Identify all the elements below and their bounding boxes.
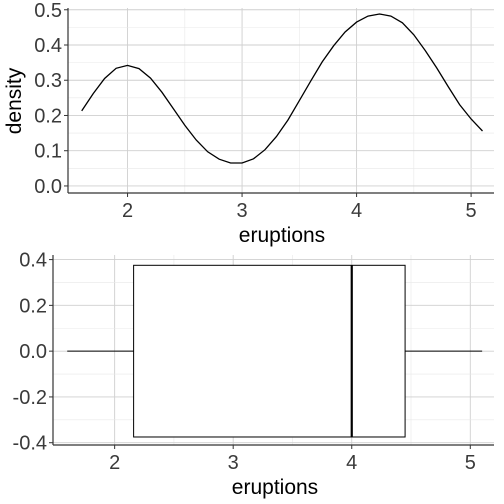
boxplot-x-tick-label: 4	[346, 452, 357, 474]
density-x-tick-label: 4	[351, 200, 362, 222]
density-tick-labels: 2 3 4 5 0.0 0.1 0.2 0.3 0.4 0.5	[34, 0, 476, 222]
boxplot-axes	[49, 255, 494, 449]
boxplot-y-tick-label: 0.2	[19, 295, 47, 317]
boxplot-x-tick-label: 5	[465, 452, 476, 474]
boxplot-y-tick-label: -0.2	[13, 387, 47, 409]
density-y-tick-label: 0.5	[34, 0, 62, 22]
density-x-tick-label: 2	[122, 200, 133, 222]
boxplot-y-tick-label: 0.0	[19, 341, 47, 363]
density-y-tick-label: 0.3	[34, 70, 62, 92]
density-y-tick-label: 0.2	[34, 105, 62, 127]
boxplot-x-axis-title: eruptions	[232, 476, 318, 499]
boxplot-y-tick-label: 0.4	[19, 250, 47, 272]
density-gridlines	[68, 8, 494, 193]
density-x-tick-label: 3	[237, 200, 248, 222]
boxplot-shapes	[67, 264, 483, 438]
density-y-axis-title: density	[3, 67, 26, 134]
density-x-axis-title: eruptions	[239, 224, 325, 247]
boxplot-x-tick-label: 2	[109, 452, 120, 474]
density-panel: 2 3 4 5 0.0 0.1 0.2 0.3 0.4 0.5 eruptions density	[3, 0, 494, 247]
density-x-tick-label: 5	[466, 200, 477, 222]
density-y-tick-label: 0.1	[34, 141, 62, 163]
boxplot-tick-labels: 2 3 4 5 -0.4 -0.2 0.0 0.2 0.4	[13, 250, 476, 474]
boxplot-x-tick-label: 3	[228, 452, 239, 474]
boxplot-panel: 2 3 4 5 -0.4 -0.2 0.0 0.2 0.4 eruptions	[13, 250, 494, 499]
density-y-tick-label: 0.0	[34, 176, 62, 198]
density-axes	[64, 8, 494, 197]
density-line	[81, 13, 483, 164]
density-y-tick-label: 0.4	[34, 35, 62, 57]
boxplot-box	[133, 264, 406, 438]
boxplot-y-tick-label: -0.4	[13, 433, 47, 455]
